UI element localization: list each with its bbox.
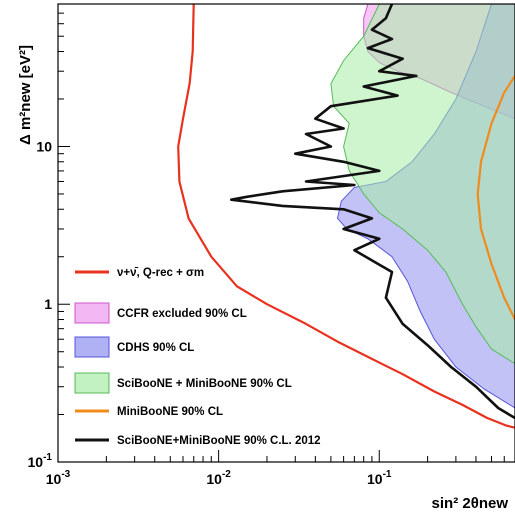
y-axis-label: Δ m²new [eV²] — [17, 45, 34, 145]
legend-entry-sciboone-miniboone-90-cl: SciBooNE + MiniBooNE 90% CL — [74, 372, 292, 394]
y-tick-label: 10-1 — [28, 452, 53, 470]
legend-label: SciBooNE+MiniBooNE 90% C.L. 2012 — [117, 435, 321, 447]
legend-swatch — [74, 336, 110, 358]
x-axis-label: sin² 2θnew — [432, 495, 509, 512]
limit-curves — [177, 4, 515, 429]
curve-q-rec-m — [177, 4, 515, 429]
x-tick-label: 10-2 — [206, 469, 231, 487]
x-tick-label: 10-1 — [367, 469, 392, 487]
y-axis-label-text: Δ m²new [eV²] — [17, 45, 34, 145]
legend: ν+ν̄, Q-rec + σm CCFR excluded 90% CL CDHS… — [74, 267, 321, 447]
legend-label: MiniBooNE 90% CL — [117, 406, 223, 418]
legend-label: SciBooNE + MiniBooNE 90% CL — [117, 378, 292, 390]
region-sciboone-miniboone-90-cl — [330, 4, 515, 365]
legend-entry-sciboone-miniboone-90-c-l-2012: SciBooNE+MiniBooNE 90% C.L. 2012 — [75, 435, 321, 447]
legend-entry-q-rec-m: ν+ν̄, Q-rec + σm — [75, 267, 204, 279]
legend-label: CCFR excluded 90% CL — [117, 308, 247, 320]
x-axis-label-text: sin² 2θnew — [432, 495, 509, 512]
legend-entry-ccfr-excluded-90-cl: CCFR excluded 90% CL — [74, 302, 247, 324]
curve-miniboone-90-cl — [476, 75, 515, 320]
legend-swatch — [74, 372, 110, 394]
axes: 10-3 10-2 10-1 10-1 1 10 — [28, 3, 505, 487]
plot-frame — [57, 3, 515, 463]
curve-sciboone-miniboone-90-c-l-2012 — [230, 4, 515, 420]
legend-swatch — [74, 302, 110, 324]
legend-label: CDHS 90% CL — [117, 342, 194, 354]
legend-entry-miniboone-90-cl: MiniBooNE 90% CL — [75, 406, 223, 418]
y-tick-label: 10 — [36, 138, 52, 154]
legend-label: ν+ν̄, Q-rec + σm — [117, 267, 204, 279]
legend-entry-cdhs-90-cl: CDHS 90% CL — [74, 336, 194, 358]
exclusion-regions — [330, 4, 515, 409]
y-tick-label: 1 — [44, 296, 52, 312]
x-tick-label: 10-3 — [46, 469, 71, 487]
